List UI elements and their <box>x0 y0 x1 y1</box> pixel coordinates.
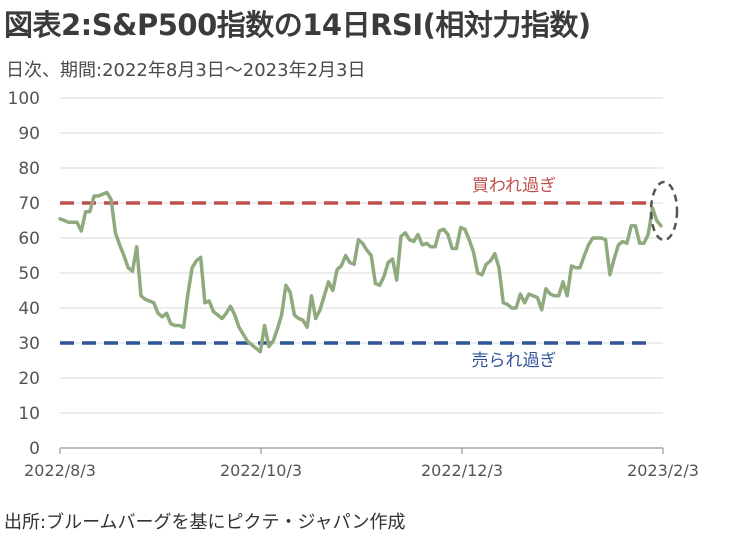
oversold-label: 売られ過ぎ <box>472 351 557 371</box>
y-tick-label: 60 <box>18 229 40 249</box>
y-tick-label: 30 <box>18 334 40 354</box>
y-tick-label: 0 <box>29 439 40 459</box>
latest-value-highlight <box>649 180 679 242</box>
rsi-series-line <box>58 190 663 354</box>
x-tick-label: 2022/10/3 <box>220 461 302 480</box>
axes: 0 10 20 30 40 50 60 70 80 90 100 2022/8/3 2022/10/3 2… <box>8 89 699 480</box>
y-tick-label: 10 <box>18 404 40 424</box>
y-tick-label: 20 <box>18 369 40 389</box>
y-tick-label: 40 <box>18 299 40 319</box>
source-note: 出所:ブルームバーグを基にピクテ・ジャパン作成 <box>4 512 406 533</box>
y-tick-label: 50 <box>18 264 40 284</box>
x-tick-label: 2022/8/3 <box>24 461 96 480</box>
y-tick-label: 80 <box>18 159 40 179</box>
chart-subtitle: 日次、期間:2022年8月3日～2023年2月3日 <box>6 60 366 81</box>
y-tick-label: 100 <box>8 89 40 109</box>
annotations <box>649 180 679 242</box>
chart-title: 図表2:S&P500指数の14日RSI(相対力指数) <box>4 8 591 42</box>
y-tick-label: 90 <box>18 124 40 144</box>
series-layer <box>58 190 663 354</box>
y-tick-label: 70 <box>18 194 40 214</box>
overbought-label: 買われ過ぎ <box>472 176 556 196</box>
x-tick-label: 2023/2/3 <box>627 461 699 480</box>
grid-lines <box>60 97 663 414</box>
x-tick-label: 2022/12/3 <box>421 461 503 480</box>
